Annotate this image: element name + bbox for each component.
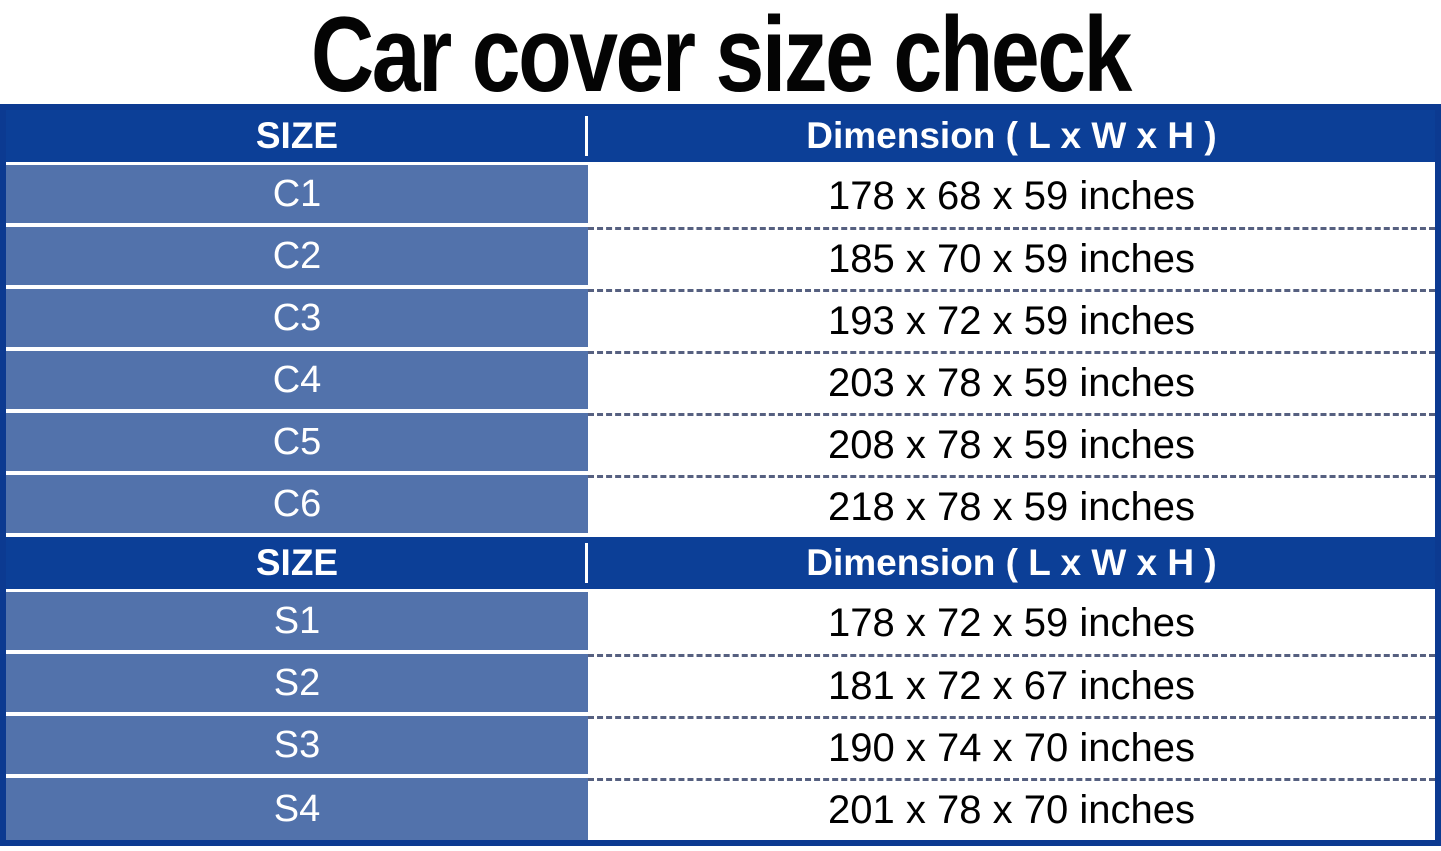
- page-title: Car cover size check: [310, 0, 1132, 114]
- dimension-cell: 218 x 78 x 59 inches: [588, 475, 1435, 537]
- table-section-c: SIZE Dimension ( L x W x H ) C1 178 x 68…: [6, 110, 1435, 537]
- size-cell: C4: [6, 351, 588, 413]
- header-size-label: SIZE: [255, 115, 339, 156]
- table-row: C1 178 x 68 x 59 inches: [6, 165, 1435, 227]
- dimension-cell: 193 x 72 x 59 inches: [588, 289, 1435, 351]
- table-row: C3 193 x 72 x 59 inches: [6, 289, 1435, 351]
- size-cell: S3: [6, 716, 588, 778]
- dimension-cell: 190 x 74 x 70 inches: [588, 716, 1435, 778]
- title-bar: Car cover size check: [0, 0, 1441, 107]
- table-row: S2 181 x 72 x 67 inches: [6, 654, 1435, 716]
- size-cell: C3: [6, 289, 588, 351]
- size-cell: C1: [6, 165, 588, 227]
- dimension-cell: 201 x 78 x 70 inches: [588, 778, 1435, 840]
- table-row: S1 178 x 72 x 59 inches: [6, 592, 1435, 654]
- dimension-cell: 208 x 78 x 59 inches: [588, 413, 1435, 475]
- table-header: SIZE Dimension ( L x W x H ): [6, 537, 1435, 592]
- table-row: C6 218 x 78 x 59 inches: [6, 475, 1435, 537]
- dimension-cell: 178 x 72 x 59 inches: [588, 592, 1435, 654]
- size-cell: C6: [6, 475, 588, 537]
- size-cell: S4: [6, 778, 588, 840]
- size-cell: C5: [6, 413, 588, 475]
- dimension-cell: 203 x 78 x 59 inches: [588, 351, 1435, 413]
- size-cell: S2: [6, 654, 588, 716]
- table-row: C5 208 x 78 x 59 inches: [6, 413, 1435, 475]
- dimension-cell: 178 x 68 x 59 inches: [588, 165, 1435, 227]
- size-cell: S1: [6, 592, 588, 654]
- header-dimension-label: Dimension ( L x W x H ): [806, 115, 1217, 156]
- size-cell: C2: [6, 227, 588, 289]
- header-size-label: SIZE: [255, 542, 339, 583]
- dimension-cell: 181 x 72 x 67 inches: [588, 654, 1435, 716]
- table-row: C2 185 x 70 x 59 inches: [6, 227, 1435, 289]
- table-header: SIZE Dimension ( L x W x H ): [6, 110, 1435, 165]
- table-row: C4 203 x 78 x 59 inches: [6, 351, 1435, 413]
- table-row: S3 190 x 74 x 70 inches: [6, 716, 1435, 778]
- table-row: S4 201 x 78 x 70 inches: [6, 778, 1435, 840]
- column-divider: [585, 116, 588, 156]
- dimension-cell: 185 x 70 x 59 inches: [588, 227, 1435, 289]
- table-section-s: SIZE Dimension ( L x W x H ) S1 178 x 72…: [6, 537, 1435, 840]
- header-dimension-label: Dimension ( L x W x H ): [806, 542, 1217, 583]
- size-table: SIZE Dimension ( L x W x H ) C1 178 x 68…: [0, 104, 1441, 846]
- column-divider: [585, 543, 588, 583]
